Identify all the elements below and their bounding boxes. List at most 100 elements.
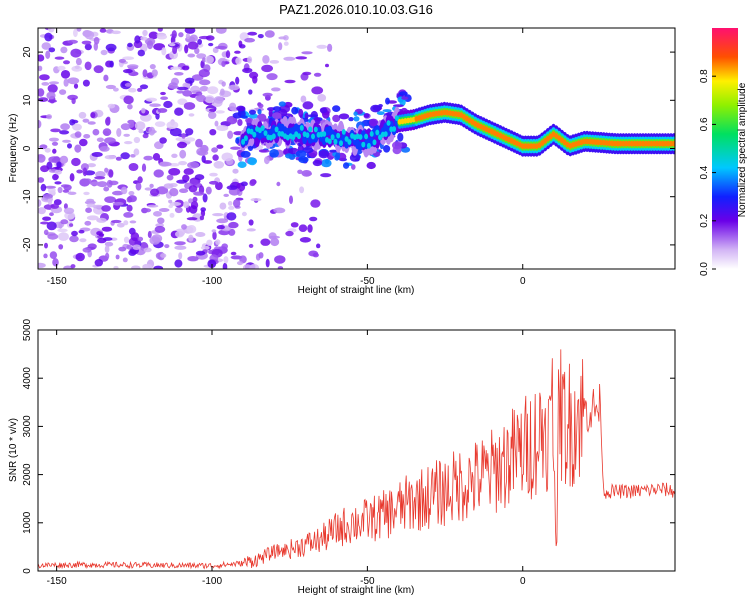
spectrogram-noise-cell — [131, 265, 141, 269]
spectrogram-noise-cell — [143, 208, 152, 213]
spectrogram-noise-cell — [194, 174, 205, 181]
spectrogram-ridge-cell — [321, 135, 327, 146]
spectrogram-noise-cell — [257, 34, 264, 39]
spectrogram-ridge-cell — [666, 140, 671, 147]
spectrogram-noise-cell — [249, 71, 259, 79]
spectrogram-noise-cell — [209, 172, 218, 177]
spectrogram-noise-cell — [113, 265, 119, 269]
spectrogram-noise-cell — [244, 37, 256, 43]
spectrogram-noise-cell — [269, 60, 280, 64]
spectrogram-noise-cell — [183, 102, 196, 110]
spectrogram-noise-cell — [219, 202, 227, 210]
spectrogram-noise-cell — [70, 48, 82, 58]
spectrogram-noise-cell — [168, 85, 180, 89]
spectrogram-noise-cell — [226, 212, 237, 221]
spectrogram-noise-cell — [71, 119, 79, 124]
spectrogram-noise-cell — [166, 174, 174, 181]
spectrogram-noise-cell — [199, 85, 209, 92]
spectrogram-noise-cell — [96, 231, 102, 236]
spectrogram-noise-cell — [45, 50, 51, 59]
spectrogram-noise-cell — [38, 97, 49, 102]
spectrogram-noise-cell — [311, 86, 324, 95]
spectrogram-noise-cell — [258, 103, 264, 109]
spectrogram-x-ticks: -150 -100 -50 0 — [47, 28, 526, 287]
spectrogram-turbulence-cell — [370, 104, 381, 113]
spectrogram-turbulence-cell — [378, 104, 383, 108]
spectrogram-noise-cell — [189, 205, 198, 214]
spectrogram-noise-cell — [70, 264, 76, 269]
spectrogram-ridge-cell — [308, 126, 313, 133]
spectrogram-noise-cell — [237, 261, 243, 266]
spectrogram-ridge-cell — [344, 136, 349, 142]
spectrogram-ridge-cell — [632, 140, 637, 147]
spectrogram-noise-cell — [126, 196, 133, 203]
spectrogram-noise-cell — [232, 168, 239, 174]
spectrogram-noise-cell — [249, 180, 256, 187]
spectrogram-noise-cell — [169, 188, 179, 197]
spectrogram-noise-cell — [82, 79, 90, 87]
spectrogram-turbulence-cell — [332, 114, 341, 123]
spectrogram-noise-cell — [211, 229, 217, 233]
spectrogram-ridge-cell — [613, 140, 617, 147]
spectrogram-noise-cell — [38, 88, 45, 97]
spectrogram-noise-cell — [44, 147, 51, 153]
spectrogram-noise-cell — [81, 40, 92, 45]
spectrogram-noise-cell — [57, 228, 68, 233]
spectrogram-noise-cell — [104, 196, 116, 204]
spectrogram-noise-cell — [106, 116, 111, 122]
spectrogram-ridge-cell — [523, 143, 528, 150]
spectrogram-noise-cell — [208, 111, 217, 120]
spectrogram-noise-cell — [174, 245, 187, 250]
colorbar-tick-label: 0.0 — [699, 262, 710, 276]
spectrogram-noise-cell — [205, 186, 212, 195]
spectrogram-noise-cell — [84, 178, 92, 185]
spectrogram-noise-cell — [46, 114, 52, 120]
spectrogram-noise-cell — [82, 118, 90, 123]
spectrogram-ridge-cell — [652, 140, 657, 147]
spectrogram-x-tick-label: 0 — [520, 276, 526, 287]
spectrogram-noise-cell — [216, 125, 229, 131]
spectrogram-ridge-cell — [383, 131, 388, 138]
spectrogram-turbulence-cell — [298, 156, 309, 164]
spectrogram-noise-cell — [187, 161, 200, 169]
spectrogram-noise-cell — [90, 112, 96, 119]
spectrogram-noise-cell — [188, 198, 193, 204]
spectrogram-turbulence-cell — [398, 91, 408, 96]
spectrogram-noise-cell — [38, 54, 45, 62]
spectrogram-noise-cell — [297, 169, 303, 174]
spectrogram-noise-cell — [172, 46, 178, 54]
spectrogram-noise-cell — [208, 180, 219, 185]
spectrogram-ridge-cell — [299, 125, 304, 131]
spectrogram-noise-cell — [76, 28, 82, 32]
spectrogram-noise-cell — [38, 119, 42, 129]
spectrogram-noise-cell — [84, 30, 95, 40]
spectrogram-noise-cell — [241, 211, 247, 217]
spectrogram-noise-cell — [300, 95, 307, 103]
spectrogram-noise-cell — [147, 204, 159, 208]
spectrogram-noise-cell — [262, 55, 270, 64]
spectrogram-noise-cell — [211, 147, 219, 153]
spectrogram-noise-cell — [295, 56, 308, 60]
spectrogram-turbulence-cell — [383, 145, 391, 153]
spectrogram-noise-cell — [120, 186, 128, 195]
spectrogram-noise-cell — [216, 225, 225, 230]
spectrogram-noise-cell — [178, 252, 183, 260]
spectrogram-noise-cell — [304, 172, 313, 176]
spectrogram-noise-cell — [177, 141, 187, 149]
spectrogram-noise-cell — [40, 221, 50, 225]
spectrogram-noise-cell — [63, 78, 69, 87]
spectrogram-noise-cell — [73, 83, 79, 89]
spectrogram-noise-cell — [63, 60, 70, 65]
spectrogram-noise-cell — [38, 177, 45, 183]
spectrogram-noise-cell — [103, 186, 110, 192]
spectrogram-noise-cell — [228, 228, 236, 236]
spectrogram-noise-cell — [127, 42, 133, 48]
spectrogram-heatmap — [38, 28, 675, 269]
spectrogram-noise-cell — [133, 136, 141, 144]
spectrogram-noise-cell — [168, 168, 181, 176]
spectrogram-ridge-cell — [358, 134, 363, 140]
spectrogram-noise-cell — [273, 207, 286, 214]
spectrogram-noise-cell — [120, 123, 131, 131]
spectrogram-turbulence-cell — [248, 113, 258, 119]
colorbar-tick-label: 0.6 — [699, 117, 710, 131]
